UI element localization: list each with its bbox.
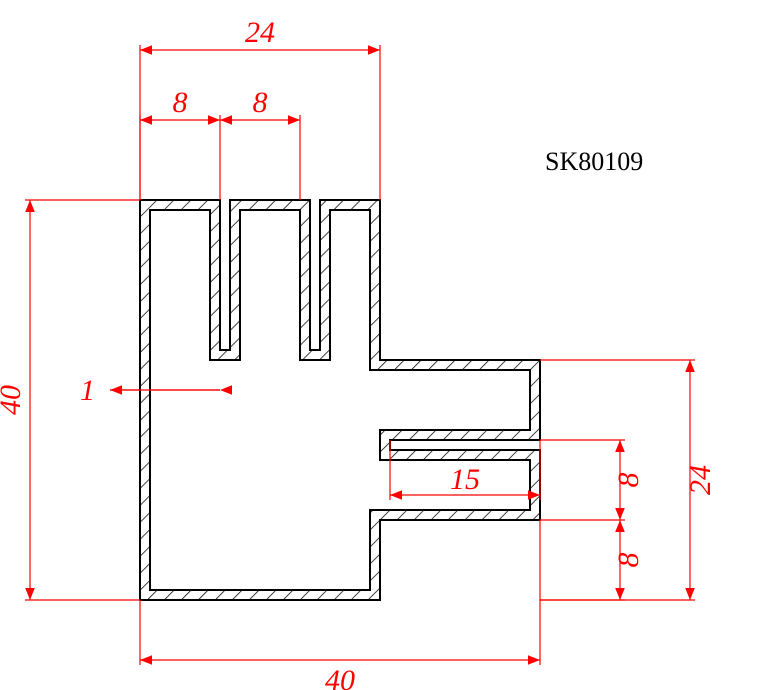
svg-text:24: 24 bbox=[684, 465, 717, 495]
svg-text:40: 40 bbox=[0, 385, 27, 415]
svg-text:8: 8 bbox=[612, 553, 645, 568]
svg-text:40: 40 bbox=[325, 664, 355, 690]
svg-text:8: 8 bbox=[612, 473, 645, 488]
svg-text:1: 1 bbox=[80, 374, 95, 407]
part-number-label: SK80109 bbox=[545, 147, 643, 176]
svg-text:24: 24 bbox=[245, 16, 275, 49]
svg-text:8: 8 bbox=[253, 86, 268, 119]
dimension-annotations: 24 8 8 40 1 40 15 8 8 24 bbox=[0, 16, 717, 690]
svg-text:8: 8 bbox=[173, 86, 188, 119]
svg-text:15: 15 bbox=[450, 463, 480, 496]
profile-cross-section bbox=[140, 200, 540, 600]
technical-drawing: 24 8 8 40 1 40 15 8 8 24 SK80109 bbox=[0, 0, 761, 690]
